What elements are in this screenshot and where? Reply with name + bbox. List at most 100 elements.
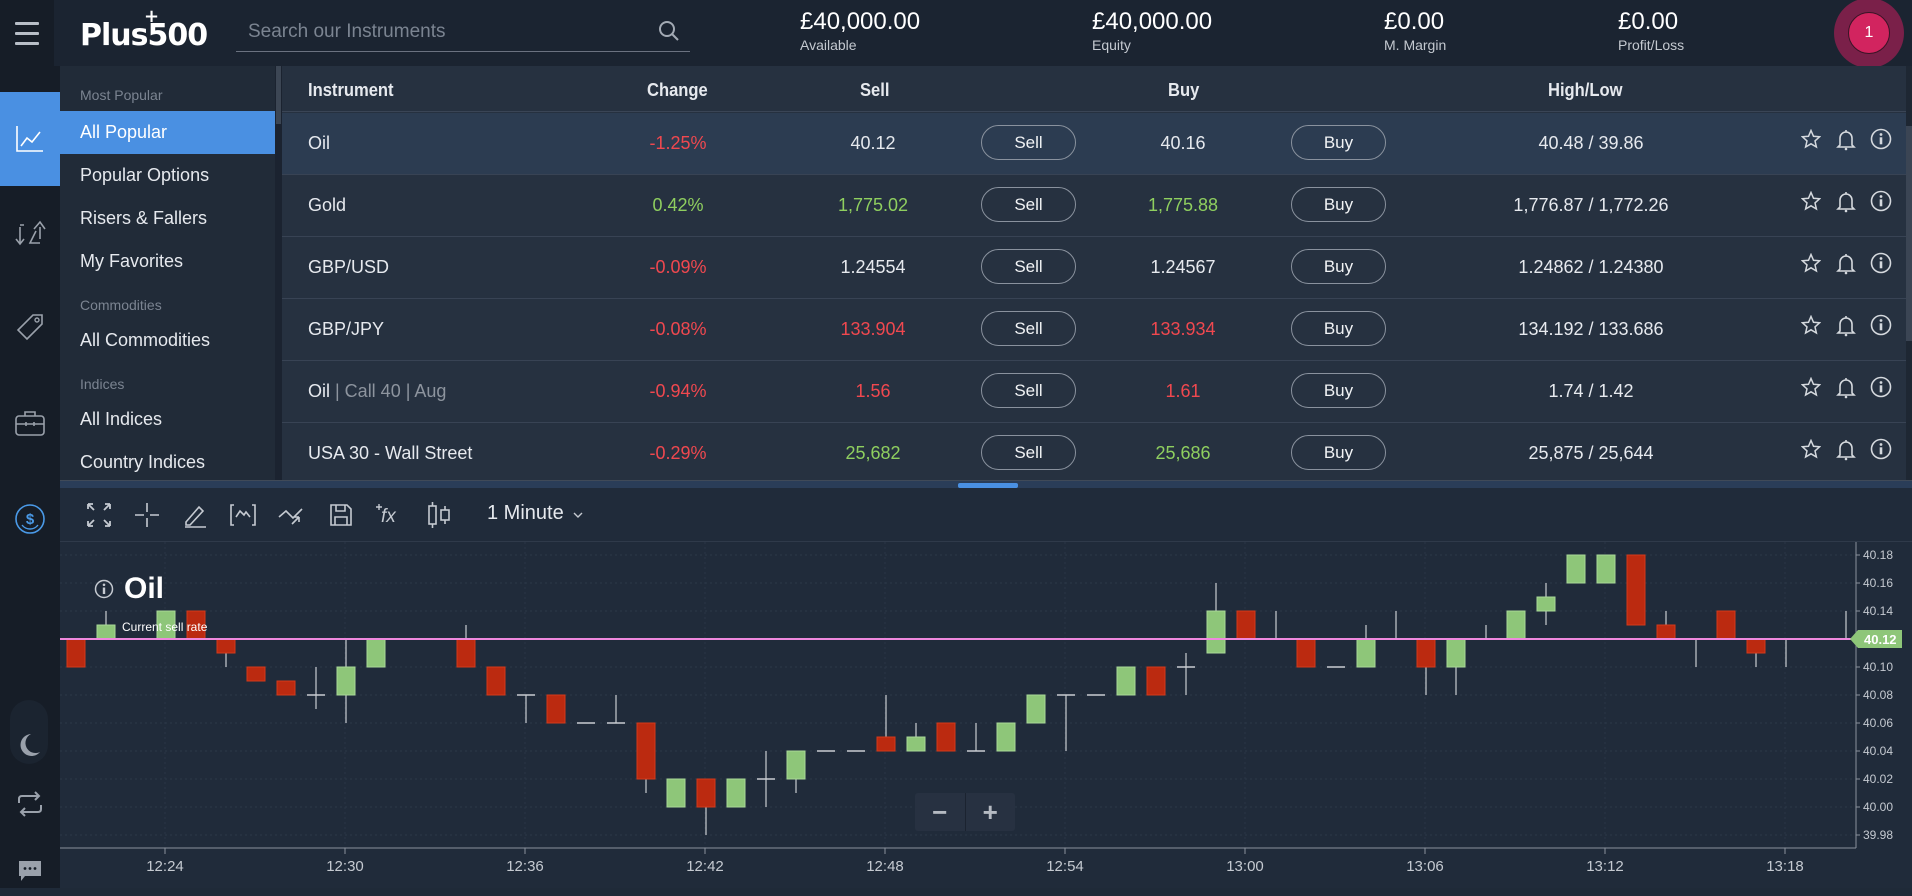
buy-button[interactable]: Buy: [1291, 373, 1386, 408]
category-all-indices[interactable]: All Indices: [80, 409, 163, 429]
nav-portfolio[interactable]: [0, 376, 60, 470]
instruments-table: Instrument Change Sell Buy High/Low Oil -…: [282, 66, 1912, 485]
notification-avatar[interactable]: 1: [1834, 0, 1904, 68]
nav-trade[interactable]: [0, 92, 60, 186]
favorite-star-icon[interactable]: [1800, 190, 1822, 216]
high-low-value: 134.192 / 133.686: [1518, 319, 1664, 339]
alert-bell-icon[interactable]: [1836, 191, 1856, 218]
nav-funds[interactable]: $: [0, 472, 60, 566]
buy-button[interactable]: Buy: [1291, 435, 1386, 470]
dollar-circle-icon: $: [15, 504, 45, 534]
chat-button[interactable]: [0, 846, 60, 896]
col-instrument[interactable]: Instrument: [308, 80, 394, 100]
info-icon[interactable]: [1870, 190, 1892, 217]
zoom-out-button[interactable]: −: [915, 793, 966, 831]
alert-bell-icon[interactable]: [1836, 315, 1856, 342]
category-scrollbar[interactable]: [275, 66, 282, 480]
buy-button[interactable]: Buy: [1291, 125, 1386, 160]
instrument-name: USA 30 - Wall Street: [308, 443, 473, 463]
svg-text:40.08: 40.08: [1863, 688, 1893, 702]
nav-positions[interactable]: [0, 186, 60, 280]
trend-arrow-icon: [278, 508, 303, 525]
nav-orders[interactable]: [0, 280, 60, 374]
col-change[interactable]: Change: [647, 80, 708, 100]
svg-text:12:48: 12:48: [866, 858, 904, 875]
table-row[interactable]: Gold 0.42% 1,775.02 Sell 1,775.88 Buy 1,776.87…: [282, 175, 1912, 237]
buy-button[interactable]: Buy: [1291, 187, 1386, 222]
col-high-low[interactable]: High/Low: [1548, 80, 1623, 100]
col-buy[interactable]: Buy: [1168, 80, 1200, 100]
table-row[interactable]: USA 30 - Wall Street -0.29% 25,682 Sell 25,6…: [282, 423, 1912, 485]
stat-margin: £0.00 M. Margin: [1384, 8, 1447, 53]
category-all-popular[interactable]: All Popular: [60, 111, 275, 154]
table-scrollbar[interactable]: [1906, 66, 1912, 480]
chart-type-button[interactable]: [424, 500, 454, 530]
table-row[interactable]: Oil -1.25% 40.12 Sell 40.16 Buy 40.48 / 39.86: [282, 113, 1912, 175]
category-header: Commodities: [80, 297, 162, 313]
theme-toggle[interactable]: [10, 700, 48, 764]
table-row[interactable]: GBP/USD -0.09% 1.24554 Sell 1.24567 Buy 1.2486…: [282, 237, 1912, 299]
alert-bell-icon[interactable]: [1836, 377, 1856, 404]
info-icon[interactable]: [1870, 376, 1892, 403]
info-icon[interactable]: [1870, 252, 1892, 279]
svg-text:40.10: 40.10: [1863, 660, 1893, 674]
favorite-star-icon[interactable]: [1800, 128, 1822, 154]
fullscreen-button[interactable]: [84, 500, 114, 530]
category-risers-fallers[interactable]: Risers & Fallers: [80, 208, 208, 228]
instrument-name: Oil: [308, 133, 330, 153]
save-button[interactable]: [326, 500, 356, 530]
alert-bell-icon[interactable]: [1836, 439, 1856, 466]
svg-text:40.12: 40.12: [1864, 632, 1897, 647]
search-icon[interactable]: [658, 20, 680, 47]
search-bar: [236, 12, 690, 52]
info-icon[interactable]: [94, 579, 114, 599]
timeframe-dropdown[interactable]: 1 Minute: [487, 502, 583, 525]
change-value: -0.09%: [649, 257, 707, 277]
table-row[interactable]: Oil | Call 40 | Aug -0.94% 1.56 Sell 1.61 Buy…: [282, 361, 1912, 423]
favorite-star-icon[interactable]: [1800, 438, 1822, 464]
alert-bell-icon[interactable]: [1836, 253, 1856, 280]
buy-button[interactable]: Buy: [1291, 249, 1386, 284]
function-button[interactable]: fx: [374, 500, 404, 530]
fullscreen-icon: [87, 503, 111, 527]
svg-text:40.04: 40.04: [1863, 744, 1893, 758]
favorite-star-icon[interactable]: [1800, 314, 1822, 340]
favorite-star-icon[interactable]: [1800, 376, 1822, 402]
hamburger-menu-button[interactable]: [0, 0, 54, 66]
sell-button[interactable]: Sell: [981, 311, 1076, 346]
draw-button[interactable]: [180, 500, 210, 530]
favorite-star-icon[interactable]: [1800, 252, 1822, 278]
crosshair-button[interactable]: [132, 500, 162, 530]
table-row[interactable]: GBP/JPY -0.08% 133.904 Sell 133.934 Buy 134.19…: [282, 299, 1912, 361]
indicators-button[interactable]: [228, 500, 258, 530]
info-icon[interactable]: [1870, 438, 1892, 465]
sell-button[interactable]: Sell: [981, 125, 1076, 160]
category-popular-options[interactable]: Popular Options: [80, 165, 210, 185]
category-country-indices[interactable]: Country Indices: [80, 452, 206, 472]
swap-arrows-icon: [18, 791, 42, 817]
col-sell[interactable]: Sell: [860, 80, 890, 100]
sell-button[interactable]: Sell: [981, 249, 1076, 284]
high-low-value: 1.24862 / 1.24380: [1518, 257, 1664, 277]
buy-button[interactable]: Buy: [1291, 311, 1386, 346]
alert-bell-icon[interactable]: [1836, 129, 1856, 156]
svg-text:12:42: 12:42: [686, 858, 724, 875]
splitter-handle[interactable]: [958, 483, 1018, 488]
info-icon[interactable]: [1870, 314, 1892, 341]
svg-text:40.16: 40.16: [1863, 576, 1893, 590]
zoom-in-button[interactable]: +: [982, 796, 998, 827]
sell-price: 1,775.02: [837, 195, 909, 215]
info-icon[interactable]: [1870, 128, 1892, 155]
sell-button[interactable]: Sell: [981, 435, 1076, 470]
category-all-commodities[interactable]: All Commodities: [80, 330, 211, 350]
stat-available: £40,000.00 Available: [800, 8, 921, 53]
sell-button[interactable]: Sell: [981, 187, 1076, 222]
position-arrows-icon: [15, 220, 46, 246]
sell-button[interactable]: Sell: [981, 373, 1076, 408]
category-my-favorites[interactable]: My Favorites: [80, 251, 184, 271]
trend-button[interactable]: [276, 500, 306, 530]
search-input[interactable]: [236, 12, 690, 51]
switch-account-button[interactable]: [0, 774, 60, 834]
panel-splitter[interactable]: [60, 480, 1912, 488]
candlestick-chart[interactable]: 40.18 40.16 40.14 40.12 40.10 40.08 40.06 40.04…: [60, 542, 1912, 888]
